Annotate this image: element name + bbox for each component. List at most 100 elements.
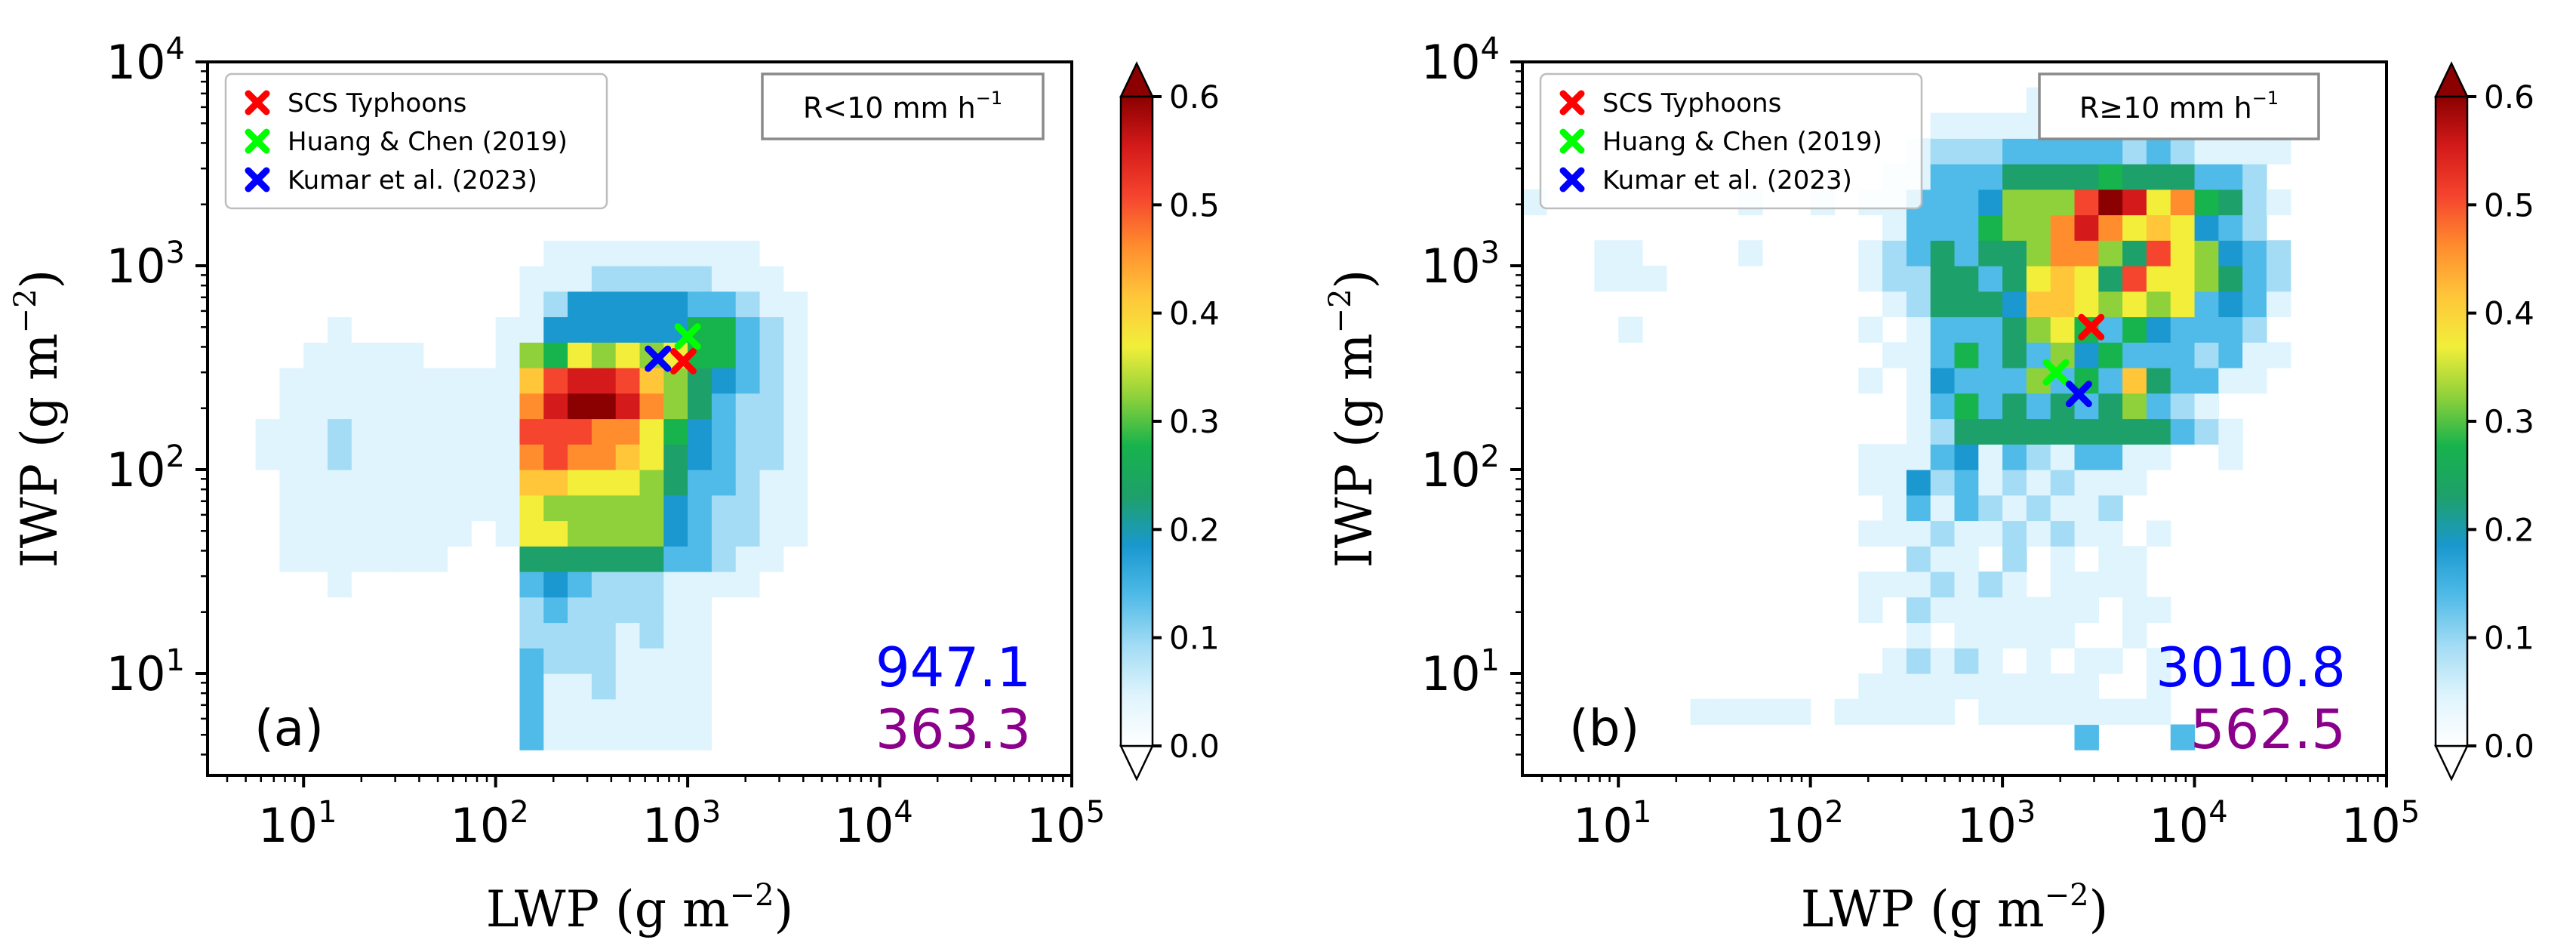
heatmap-cell [591, 266, 617, 292]
condition-sup: −1 [976, 88, 1002, 109]
heatmap-cell [2242, 138, 2267, 165]
heatmap-cell [1930, 495, 1956, 522]
heatmap-cell [2122, 164, 2147, 190]
heatmap-cell [2122, 240, 2147, 267]
heatmap-cell [471, 291, 497, 318]
y-tick-exponent: 4 [1481, 32, 1500, 66]
heatmap-cell [2074, 138, 2099, 165]
heatmap-cell [471, 393, 497, 420]
heatmap-cell [2218, 138, 2243, 165]
heatmap-cell [2026, 266, 2051, 292]
heatmap-cell [303, 572, 328, 598]
heatmap-cell [663, 520, 688, 547]
heatmap-cell [1930, 164, 1956, 190]
heatmap-cell [2122, 393, 2147, 420]
heatmap-cell [663, 418, 688, 445]
heatmap-cell [2194, 189, 2219, 216]
heatmap-cell [351, 546, 377, 572]
heatmap-cell [399, 418, 424, 445]
heatmap-cell [495, 470, 521, 496]
heatmap-cell [1834, 698, 1859, 726]
colorbar: 0.0 0.1 0.2 0.3 0.4 0.5 0.6 [1119, 61, 1220, 781]
heatmap-cell [399, 266, 424, 292]
heatmap-cell [2266, 291, 2291, 318]
heatmap-cell [615, 240, 641, 267]
heatmap-cell [591, 418, 617, 445]
heatmap-cell [351, 520, 377, 547]
heatmap-cell [2218, 240, 2243, 267]
heatmap-cell [831, 316, 857, 343]
heatmap-cell [688, 596, 712, 624]
heatmap-cell [448, 724, 472, 750]
heatmap-cell [615, 342, 641, 368]
heatmap-cell [663, 546, 688, 572]
heatmap-cell [495, 572, 521, 598]
y-tick-exponent: 2 [166, 439, 185, 474]
heatmap-cell [423, 546, 448, 572]
heatmap-cell [423, 648, 448, 674]
colorbar-tick-label: 0.6 [1169, 79, 1220, 116]
heatmap-cell [2146, 240, 2171, 267]
heatmap-cell [2050, 673, 2076, 700]
heatmap-cell [448, 622, 472, 649]
heatmap-cell [639, 214, 664, 241]
heatmap-cell [2218, 316, 2243, 343]
heatmap-cell [2002, 291, 2027, 318]
heatmap-cell [2050, 622, 2076, 649]
heatmap-cell [448, 240, 472, 267]
heatmap-cell [2266, 240, 2291, 267]
colorbar-tick-label: 0.3 [1169, 403, 1220, 440]
heatmap-cell [471, 470, 497, 496]
heatmap-cell [1978, 444, 2003, 470]
heatmap-cell [2122, 368, 2147, 394]
heatmap-cell [2002, 546, 2027, 572]
heatmap-cell [591, 495, 617, 522]
heatmap-cell [495, 596, 521, 624]
heatmap-cell [328, 444, 352, 470]
heatmap-cell [663, 698, 688, 726]
heatmap-cell [2050, 214, 2076, 241]
heatmap-cell [2002, 572, 2027, 598]
x-tick-base: 10 [1573, 798, 1633, 853]
heatmap-cell [1930, 240, 1956, 267]
heatmap-cell [568, 470, 592, 496]
plot-frame [1521, 60, 2388, 777]
panel-label: (b) [1569, 699, 1639, 757]
heatmap-cell [1930, 291, 1956, 318]
heatmap-cell [1762, 698, 1787, 726]
heatmap-cell [255, 470, 281, 496]
heatmap-cell [2050, 189, 2076, 216]
heatmap-cell [1618, 240, 1643, 267]
heatmap-cell [2002, 495, 2027, 522]
heatmap-cell [375, 622, 401, 649]
x-tick-base: 10 [1765, 798, 1824, 853]
heatmap-cell [831, 393, 857, 420]
heatmap-cell [2050, 266, 2076, 292]
heatmap-cell [615, 316, 641, 343]
heatmap-cell [615, 698, 641, 726]
heatmap-cell [495, 316, 521, 343]
heatmap-cell [735, 316, 761, 343]
heatmap-cell [735, 444, 761, 470]
heatmap-cell [831, 342, 857, 368]
heatmap-cell [2218, 164, 2243, 190]
heatmap-cell [2266, 342, 2291, 368]
heatmap-cell [1930, 112, 1956, 139]
heatmap-cell [1954, 112, 1979, 139]
heatmap-cell [2146, 418, 2171, 445]
y-tick-label: 101 [1421, 643, 1500, 701]
heatmap-cell [615, 291, 641, 318]
heatmap-cell [448, 291, 472, 318]
heatmap-cell [399, 546, 424, 572]
heatmap-cell [2026, 495, 2051, 522]
heatmap-cell [2146, 138, 2171, 165]
heatmap-cell [1906, 214, 1931, 241]
heatmap-cell [423, 673, 448, 700]
heatmap-cell [448, 648, 472, 674]
heatmap-cell [639, 622, 664, 649]
heatmap-cell [448, 698, 472, 726]
heatmap-cell [591, 673, 617, 700]
heatmap-cell [423, 444, 448, 470]
condition-main: R≥10 mm h [2079, 91, 2252, 125]
heatmap-cell [1978, 673, 2003, 700]
